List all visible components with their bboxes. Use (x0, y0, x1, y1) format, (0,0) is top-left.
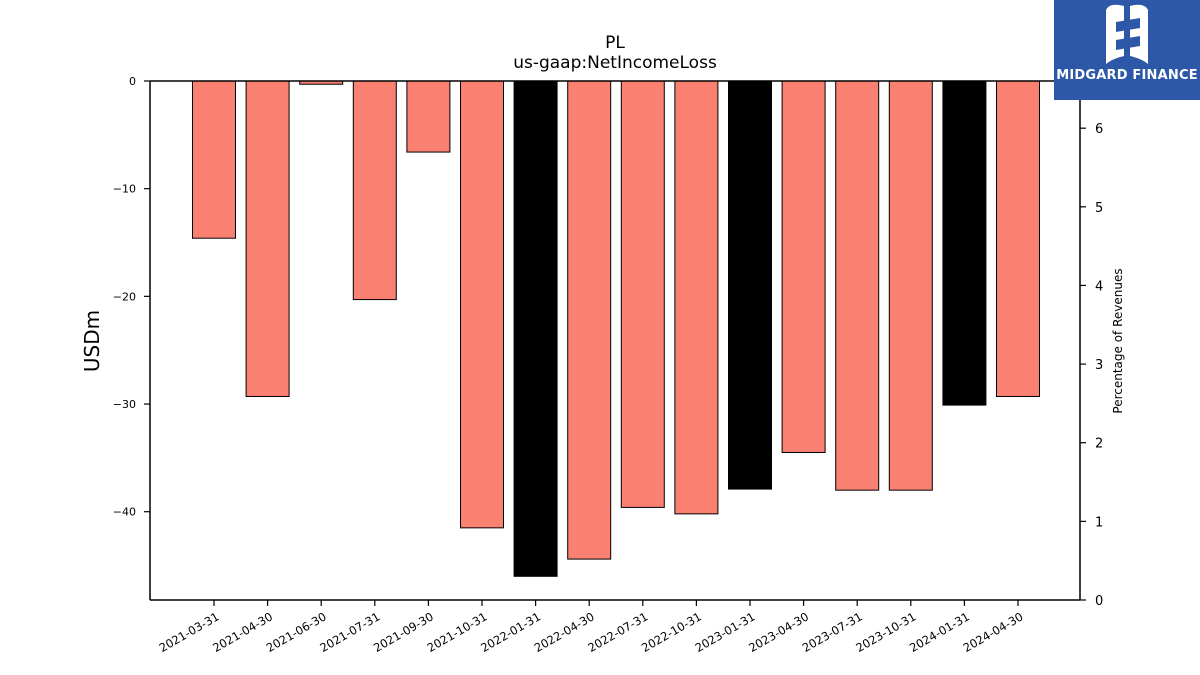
y-right-tick-label: 3 (1095, 358, 1103, 373)
bar-2023-07-31 (835, 80, 880, 491)
x-tick-label: 2021-09-30 (371, 609, 436, 655)
x-tick-label: 2021-06-30 (264, 609, 329, 655)
y-right-tick-label: 5 (1095, 201, 1103, 216)
x-tick-label: 2023-07-31 (800, 609, 865, 655)
y-tick-label: 0 (129, 75, 136, 88)
y-tick-label: −20 (113, 290, 136, 303)
x-tick-label: 2022-07-31 (585, 609, 650, 655)
y-axis-right-label: Percentage of Revenues (1111, 268, 1125, 413)
bar-2021-09-30 (406, 80, 451, 153)
chart-title: PL (605, 33, 625, 53)
bar-2021-03-31 (192, 80, 236, 239)
y-right-tick-label: 1 (1095, 515, 1103, 530)
y-right-tick-label: 6 (1095, 122, 1103, 137)
x-tick-label: 2023-01-31 (693, 609, 758, 655)
x-tick-label: 2022-01-31 (478, 609, 543, 655)
x-tick-label: 2021-10-31 (425, 609, 490, 655)
logo-icon (1106, 4, 1148, 64)
chart-subtitle: us-gaap:NetIncomeLoss (513, 53, 717, 73)
bar-2022-01-31 (513, 80, 558, 577)
x-tick-label: 2021-07-31 (317, 609, 382, 655)
bar-2022-04-30 (567, 80, 612, 560)
bar-2024-04-30 (996, 80, 1040, 397)
midgard-finance-logo: MIDGARD FINANCE (1054, 0, 1200, 100)
bar-2021-04-30 (245, 80, 290, 397)
x-tick-label: 2023-04-30 (746, 609, 811, 655)
x-tick-label: 2024-01-31 (907, 609, 972, 655)
bar-2023-10-31 (888, 80, 933, 491)
y-right-tick-label: 0 (1095, 594, 1103, 609)
x-tick-label: 2021-04-30 (210, 609, 275, 655)
y-tick-label: −10 (113, 183, 136, 196)
x-tick-label: 2023-10-31 (853, 609, 918, 655)
x-tick-label: 2022-04-30 (532, 609, 597, 655)
y-tick-label: −30 (113, 398, 136, 411)
x-tick-label: 2021-03-31 (157, 609, 222, 655)
y-axis-label: USDm (80, 310, 104, 372)
x-tick-label: 2022-10-31 (639, 609, 704, 655)
y-right-tick-label: 2 (1095, 437, 1103, 452)
bar-2023-01-31 (728, 80, 772, 490)
bar-2022-07-31 (620, 80, 665, 508)
bar-2024-01-31 (942, 80, 987, 406)
y-tick-label: −40 (113, 506, 136, 519)
logo-text: MIDGARD FINANCE (1056, 68, 1198, 83)
bar-2023-04-30 (781, 80, 826, 453)
x-tick-label: 2024-04-30 (961, 609, 1026, 655)
bar-2021-10-31 (460, 80, 504, 529)
y-right-tick-label: 4 (1095, 279, 1103, 294)
bar-2022-10-31 (674, 80, 719, 515)
bar-2021-07-31 (352, 80, 397, 301)
